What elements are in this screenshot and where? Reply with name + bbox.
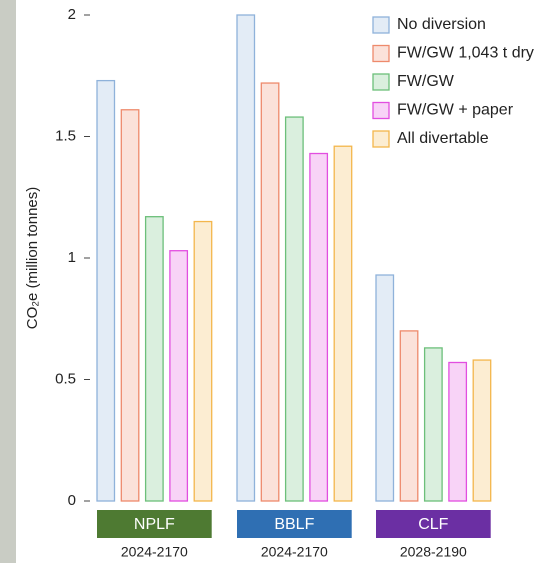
category-label: NPLF — [134, 516, 175, 533]
bar — [448, 361, 468, 502]
legend-label: FW/GW — [397, 73, 455, 90]
category-label: CLF — [418, 516, 448, 533]
legend-swatch — [372, 16, 390, 34]
legend-label: No diversion — [397, 16, 486, 33]
period-label: 2024-2170 — [261, 544, 328, 560]
y-tick-label: 1 — [68, 249, 76, 266]
bar — [399, 330, 419, 502]
y-tick-label: 0.5 — [55, 370, 76, 387]
y-tick-label: 2 — [68, 6, 76, 23]
bar — [260, 82, 280, 502]
y-axis-label: CO₂e (million tonnes) — [24, 187, 41, 330]
legend-label: FW/GW + paper — [397, 102, 514, 119]
bar — [333, 145, 353, 502]
bar — [375, 274, 395, 502]
category-box — [376, 510, 491, 538]
bar — [120, 109, 140, 502]
legend-swatch — [372, 73, 390, 91]
bar — [284, 116, 304, 502]
period-label: 2024-2170 — [121, 544, 188, 560]
bar — [169, 250, 189, 502]
bar — [96, 79, 116, 502]
period-label: 2028-2190 — [400, 544, 467, 560]
category-box — [237, 510, 352, 538]
legend-label: FW/GW 1,043 t dry — [397, 45, 534, 62]
bar — [309, 152, 329, 502]
bar — [144, 216, 164, 502]
legend-swatch — [372, 44, 390, 63]
y-tick-label: 0 — [68, 492, 76, 509]
y-tick-label: 1.5 — [55, 127, 76, 144]
legend-swatch — [372, 130, 390, 148]
bar — [423, 347, 443, 502]
legend-swatch — [372, 101, 390, 120]
background-edge — [0, 0, 16, 563]
category-label: BBLF — [274, 516, 314, 533]
category-box — [97, 510, 212, 538]
bar — [472, 359, 492, 502]
legend-label: All divertable — [397, 130, 489, 147]
bar — [193, 220, 213, 502]
bar — [236, 14, 256, 502]
